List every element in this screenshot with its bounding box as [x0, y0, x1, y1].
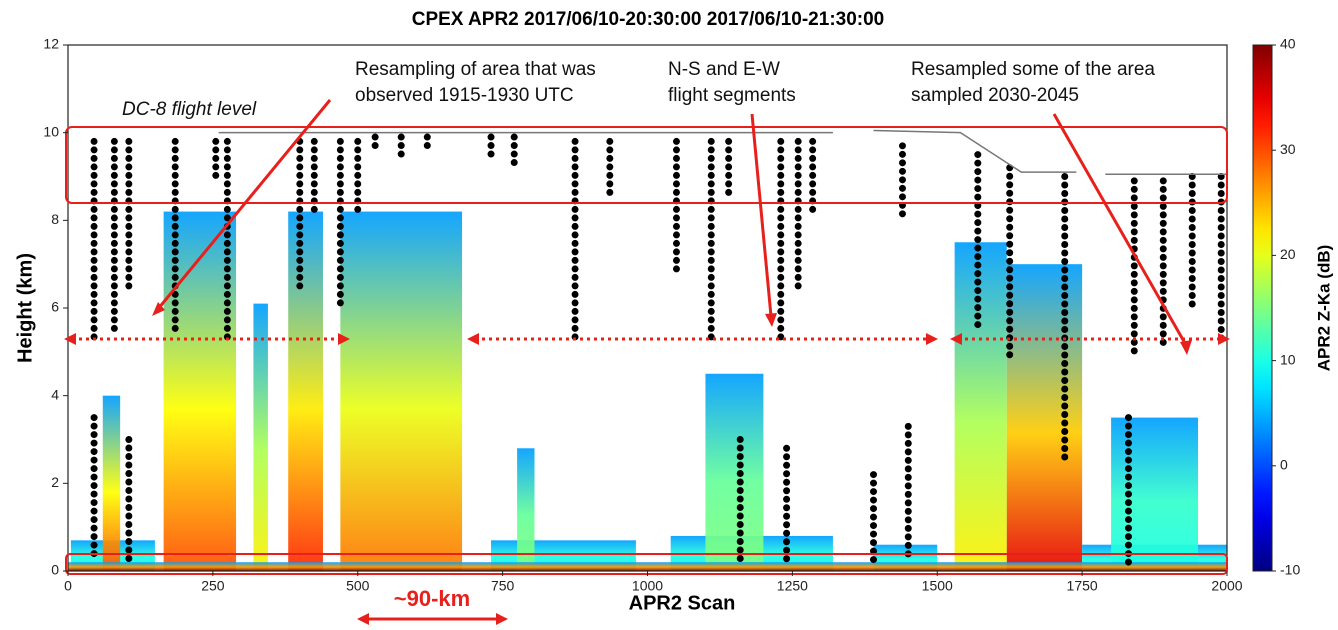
y-axis-label: Height (km) [14, 253, 36, 363]
echo [288, 211, 323, 572]
distance-label: ~90-km [394, 586, 470, 611]
echo [163, 211, 237, 572]
x-tick-label: 750 [491, 578, 515, 594]
annotation: DC-8 flight level [122, 99, 257, 120]
annotation: flight segments [668, 85, 796, 106]
x-tick-label: 1000 [632, 578, 663, 594]
y-tick-label: 0 [51, 562, 59, 578]
echo [68, 562, 1227, 571]
y-tick-label: 8 [51, 211, 59, 227]
annotation: N-S and E-W [668, 59, 780, 80]
colorbar-tick-label: 0 [1280, 457, 1288, 473]
colorbar [1252, 44, 1273, 572]
flight-level-line [218, 129, 1227, 176]
echo [1006, 264, 1083, 571]
x-axis-label: APR2 Scan [629, 592, 736, 614]
colorbar-tick-label: -10 [1280, 562, 1300, 578]
arrow [750, 113, 773, 317]
arrow [156, 99, 332, 310]
x-tick-label: 2000 [1211, 578, 1242, 594]
y-tick-label: 12 [43, 36, 59, 52]
colorbar-tick-label: 40 [1280, 36, 1296, 52]
annotation: Resampling of area that was [355, 59, 596, 80]
y-tick-label: 4 [51, 386, 59, 402]
echo [253, 303, 268, 571]
colorbar-label: APR2 Z-Ka (dB) [1314, 245, 1333, 372]
highlight-box [65, 553, 1228, 575]
y-tick-label: 10 [43, 123, 59, 139]
highlight-box [65, 126, 1228, 204]
x-tick-label: 250 [201, 578, 225, 594]
x-tick-label: 1500 [922, 578, 953, 594]
echo [705, 373, 764, 571]
echo [517, 448, 535, 571]
colorbar-tick-label: 30 [1280, 141, 1296, 157]
colorbar-tick-label: 10 [1280, 351, 1296, 367]
arrow [1052, 113, 1188, 346]
annotation: sampled 2030-2045 [911, 85, 1079, 106]
colorbar-tick-label: 20 [1280, 246, 1296, 262]
echo [102, 395, 121, 571]
plot-area [68, 129, 1227, 572]
annotation: Resampled some of the area [911, 59, 1155, 80]
x-tick-label: 500 [346, 578, 370, 594]
y-tick-label: 6 [51, 299, 59, 315]
annotation: observed 1915-1930 UTC [355, 85, 574, 106]
x-tick-label: 1250 [777, 578, 808, 594]
echo [954, 242, 1007, 571]
echo [340, 211, 463, 572]
x-tick-label: 0 [64, 578, 72, 594]
y-tick-label: 2 [51, 474, 59, 490]
chart-title: CPEX APR2 2017/06/10-20:30:00 2017/06/10… [412, 9, 885, 30]
annotations [64, 99, 1230, 625]
echo [1111, 417, 1199, 571]
x-tick-label: 1750 [1067, 578, 1098, 594]
